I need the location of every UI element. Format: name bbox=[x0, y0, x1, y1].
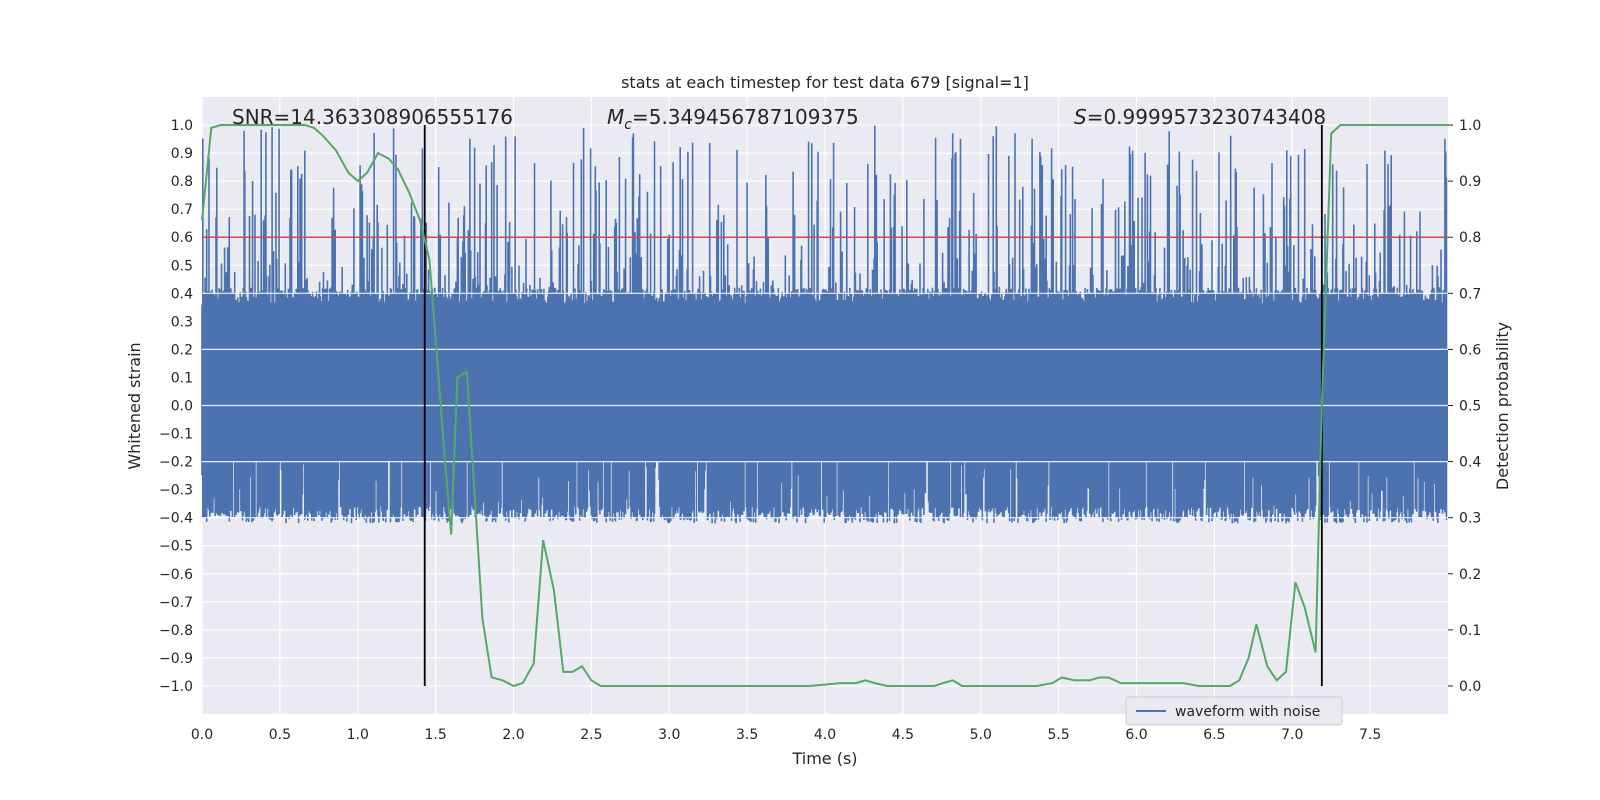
y-tick-label-left: 0.3 bbox=[171, 314, 193, 330]
x-tick-label: 0.5 bbox=[269, 727, 291, 743]
y-tick-label-right: 0.6 bbox=[1459, 342, 1481, 358]
x-tick-label: 6.5 bbox=[1203, 727, 1225, 743]
y-tick-label-right: 0.4 bbox=[1459, 455, 1481, 471]
detection-probability-line bbox=[201, 124, 1448, 688]
y-tick-label-left: −0.9 bbox=[159, 651, 193, 667]
chart-overlays bbox=[201, 124, 1448, 688]
y-tick-label-left: −0.7 bbox=[159, 595, 193, 611]
y-tick-label-right: 0.2 bbox=[1459, 567, 1481, 583]
y-tick-label-right: 1.0 bbox=[1459, 118, 1481, 134]
chirp-mass-symbol: M bbox=[607, 105, 624, 129]
x-tick-label: 0.0 bbox=[191, 727, 213, 743]
legend-box bbox=[1125, 696, 1343, 726]
chirp-mass-annotation: Mc=5.349456787109375 bbox=[607, 105, 859, 133]
y-tick-label-right: 0.0 bbox=[1459, 679, 1481, 695]
y-tick-label-left: 0.2 bbox=[171, 342, 193, 358]
x-tick-label: 2.5 bbox=[580, 727, 602, 743]
y-tick-label-left: 0.0 bbox=[171, 399, 193, 415]
x-tick-label: 7.0 bbox=[1281, 727, 1303, 743]
y-tick-label-right: 0.5 bbox=[1459, 399, 1481, 415]
y-tick-label-left: 0.9 bbox=[171, 146, 193, 162]
score-value: =0.9999573230743408 bbox=[1087, 105, 1326, 129]
legend-label: waveform with noise bbox=[1175, 704, 1320, 720]
x-tick-label: 4.5 bbox=[892, 727, 914, 743]
x-tick-label: 5.5 bbox=[1047, 727, 1069, 743]
y-tick-label-left: 0.7 bbox=[171, 202, 193, 218]
y-tick-label-right: 0.7 bbox=[1459, 286, 1481, 302]
y-tick-label-left: −0.4 bbox=[159, 511, 193, 527]
y-tick-label-left: 0.5 bbox=[171, 258, 193, 274]
legend: waveform with noise bbox=[1125, 696, 1343, 726]
waveform-with-noise-series bbox=[201, 125, 1448, 524]
score-annotation: S=0.9999573230743408 bbox=[1074, 105, 1326, 129]
y-axis-label-right: Detection probability bbox=[1493, 322, 1512, 490]
y-tick-label-left: −1.0 bbox=[159, 679, 193, 695]
x-tick-label: 4.0 bbox=[814, 727, 836, 743]
y-tick-label-left: −0.3 bbox=[159, 483, 193, 499]
x-tick-label: 7.5 bbox=[1359, 727, 1381, 743]
y-tick-label-left: 0.1 bbox=[171, 370, 193, 386]
y-tick-label-left: 0.6 bbox=[171, 230, 193, 246]
y-axis-label-left: Whitened strain bbox=[125, 342, 144, 469]
chirp-mass-subscript: c bbox=[624, 117, 632, 133]
x-tick-label: 3.5 bbox=[736, 727, 758, 743]
chirp-mass-value: =5.349456787109375 bbox=[632, 105, 859, 129]
y-tick-label-left: −0.2 bbox=[159, 455, 193, 471]
x-tick-label: 5.0 bbox=[970, 727, 992, 743]
y-tick-label-right: 0.9 bbox=[1459, 174, 1481, 190]
x-tick-label: 6.0 bbox=[1125, 727, 1147, 743]
y-tick-label-left: 1.0 bbox=[171, 118, 193, 134]
x-tick-label: 3.0 bbox=[658, 727, 680, 743]
x-axis-label: Time (s) bbox=[791, 749, 857, 768]
chart-title: stats at each timestep for test data 679… bbox=[621, 73, 1029, 92]
y-tick-label-left: 0.4 bbox=[171, 286, 193, 302]
y-tick-label-right: 0.1 bbox=[1459, 623, 1481, 639]
y-tick-label-right: 0.8 bbox=[1459, 230, 1481, 246]
axis-ticks: 0.0 0.5 1.0 1.5 2.0 2.5 3.0 3.5 4.0 4.5 5.0 5.5 6.0 6… bbox=[159, 118, 1481, 743]
y-tick-label-left: −0.5 bbox=[159, 539, 193, 555]
y-tick-label-left: 0.8 bbox=[171, 174, 193, 190]
score-symbol: S bbox=[1074, 105, 1087, 129]
x-tick-label: 2.0 bbox=[502, 727, 524, 743]
x-tick-label: 1.0 bbox=[347, 727, 369, 743]
y-tick-label-left: −0.8 bbox=[159, 623, 193, 639]
x-tick-label: 1.5 bbox=[424, 727, 446, 743]
y-tick-label-left: −0.6 bbox=[159, 567, 193, 583]
snr-annotation: SNR=14.363308906555176 bbox=[232, 105, 513, 129]
y-tick-label-right: 0.3 bbox=[1459, 511, 1481, 527]
y-tick-label-left: −0.1 bbox=[159, 427, 193, 443]
